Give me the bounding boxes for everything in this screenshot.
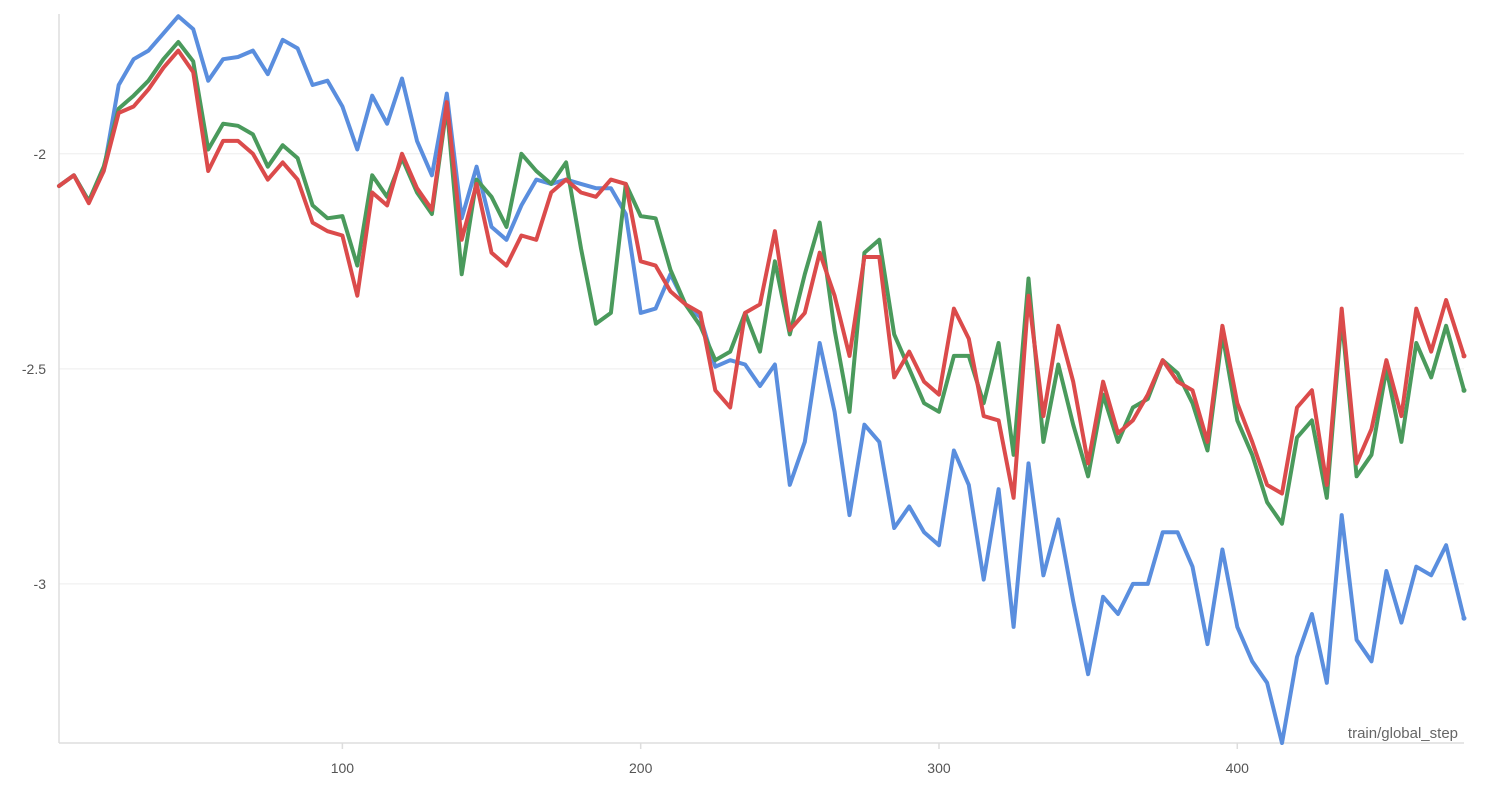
y-tick-label: -2 — [34, 146, 47, 162]
x-tick-label: 400 — [1226, 760, 1250, 776]
x-axis-title: train/global_step — [1348, 725, 1458, 742]
y-tick-label: -2.5 — [22, 361, 46, 377]
y-axis-ticks: -2 -2.5 -3 — [22, 146, 46, 592]
series-line-3 — [57, 48, 1466, 500]
x-tick-label: 300 — [927, 760, 951, 776]
series-lines — [57, 14, 1467, 745]
x-axis-ticks: 100 200 300 400 — [331, 743, 1249, 776]
x-tick-label: 100 — [331, 760, 355, 776]
grid-lines — [59, 153, 1464, 585]
series-end-point — [1461, 387, 1467, 393]
series-line-1 — [57, 14, 1466, 745]
series-line-2 — [57, 40, 1466, 526]
series-end-point — [1461, 615, 1467, 621]
x-tick-label: 200 — [629, 760, 653, 776]
y-tick-label: -3 — [34, 576, 47, 592]
series-end-point — [1461, 353, 1467, 359]
